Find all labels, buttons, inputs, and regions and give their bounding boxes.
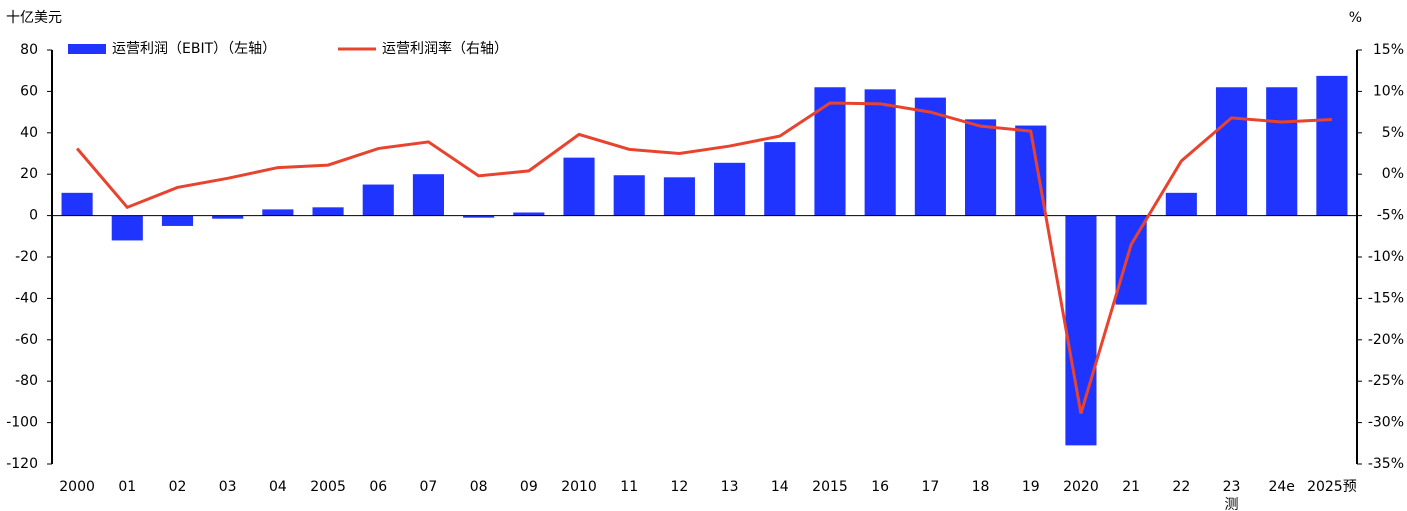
bar bbox=[814, 87, 846, 216]
bar bbox=[111, 215, 143, 241]
bar bbox=[1115, 215, 1147, 305]
x-tick-label: 23 bbox=[1223, 479, 1241, 495]
x-tick-label: 2005 bbox=[310, 479, 346, 495]
bar bbox=[864, 89, 896, 216]
x-tick-label: 18 bbox=[972, 479, 990, 495]
bar bbox=[412, 174, 445, 216]
y2-tick-label: -20% bbox=[1368, 332, 1404, 348]
annotation: 测 bbox=[1225, 497, 1239, 511]
y2-tick-label: 0% bbox=[1382, 166, 1404, 182]
x-tick-label: 06 bbox=[369, 479, 387, 495]
y2-tick-label: 5% bbox=[1382, 125, 1404, 141]
bar bbox=[312, 207, 344, 216]
y-tick-label: -80 bbox=[15, 373, 38, 389]
y-tick-label: -40 bbox=[15, 290, 38, 306]
bar bbox=[563, 157, 595, 216]
x-tick-label: 14 bbox=[771, 479, 789, 495]
x-tick-label: 12 bbox=[670, 479, 688, 495]
y-tick-label: 0 bbox=[29, 208, 38, 224]
y2-tick-label: -5% bbox=[1377, 208, 1404, 224]
x-tick-label: 02 bbox=[169, 479, 187, 495]
x-tick-label: 24e bbox=[1268, 479, 1294, 495]
x-tick-label: 17 bbox=[921, 479, 939, 495]
y-tick-label: -60 bbox=[15, 332, 38, 348]
bar bbox=[1215, 87, 1248, 216]
bar bbox=[714, 162, 746, 216]
bar bbox=[1015, 125, 1047, 216]
y-tick-label: 60 bbox=[20, 83, 38, 99]
bar bbox=[513, 212, 545, 216]
legend-label: 运营利润（EBIT）（左轴） bbox=[112, 41, 276, 57]
y2-tick-label: 15% bbox=[1373, 42, 1404, 58]
bar bbox=[764, 142, 796, 216]
bar bbox=[663, 177, 695, 216]
x-tick-label: 2015 bbox=[812, 479, 848, 495]
bar bbox=[1266, 87, 1298, 216]
x-tick-label: 2025预 bbox=[1307, 479, 1357, 495]
x-tick-label: 2010 bbox=[561, 479, 597, 495]
y2-tick-label: -30% bbox=[1368, 415, 1404, 431]
y-tick-label: -100 bbox=[6, 415, 38, 431]
x-tick-label: 16 bbox=[871, 479, 889, 495]
x-tick-label: 13 bbox=[721, 479, 739, 495]
bar bbox=[262, 209, 294, 216]
x-tick-label: 11 bbox=[620, 479, 638, 495]
y-tick-label: -20 bbox=[15, 249, 38, 265]
y2-tick-label: -35% bbox=[1368, 456, 1404, 472]
x-tick-label: 22 bbox=[1172, 479, 1190, 495]
y2-tick-label: -10% bbox=[1368, 249, 1404, 265]
x-tick-label: 03 bbox=[219, 479, 237, 495]
bar bbox=[964, 119, 997, 216]
bar bbox=[463, 215, 495, 218]
y2-axis-unit: % bbox=[1349, 10, 1362, 26]
y-tick-label: 20 bbox=[20, 166, 38, 182]
bar bbox=[161, 215, 194, 226]
x-tick-label: 04 bbox=[269, 479, 287, 495]
x-tick-label: 07 bbox=[420, 479, 438, 495]
x-tick-label: 19 bbox=[1022, 479, 1040, 495]
y-tick-label: 80 bbox=[20, 42, 38, 58]
bar bbox=[212, 215, 244, 219]
x-tick-label: 01 bbox=[118, 479, 136, 495]
x-tick-label: 08 bbox=[470, 479, 488, 495]
y-axis-unit: 十亿美元 bbox=[6, 10, 62, 26]
x-tick-label: 2020 bbox=[1063, 479, 1099, 495]
legend-swatch bbox=[68, 44, 106, 54]
y2-tick-label: 10% bbox=[1373, 83, 1404, 99]
bar bbox=[61, 192, 93, 216]
line bbox=[75, 101, 1332, 414]
y2-tick-label: -15% bbox=[1368, 290, 1404, 306]
y-tick-label: 40 bbox=[20, 125, 38, 141]
legend-label: 运营利润率（右轴） bbox=[382, 40, 508, 57]
bar bbox=[914, 97, 946, 216]
bar bbox=[613, 175, 645, 216]
bar bbox=[1165, 192, 1197, 216]
y-tick-label: -120 bbox=[6, 456, 38, 472]
x-tick-label: 09 bbox=[520, 479, 538, 495]
x-tick-label: 21 bbox=[1122, 479, 1140, 495]
x-tick-label: 2000 bbox=[59, 479, 95, 495]
y2-tick-label: -25% bbox=[1368, 373, 1404, 389]
bar bbox=[362, 184, 394, 216]
bar bbox=[1316, 75, 1348, 216]
